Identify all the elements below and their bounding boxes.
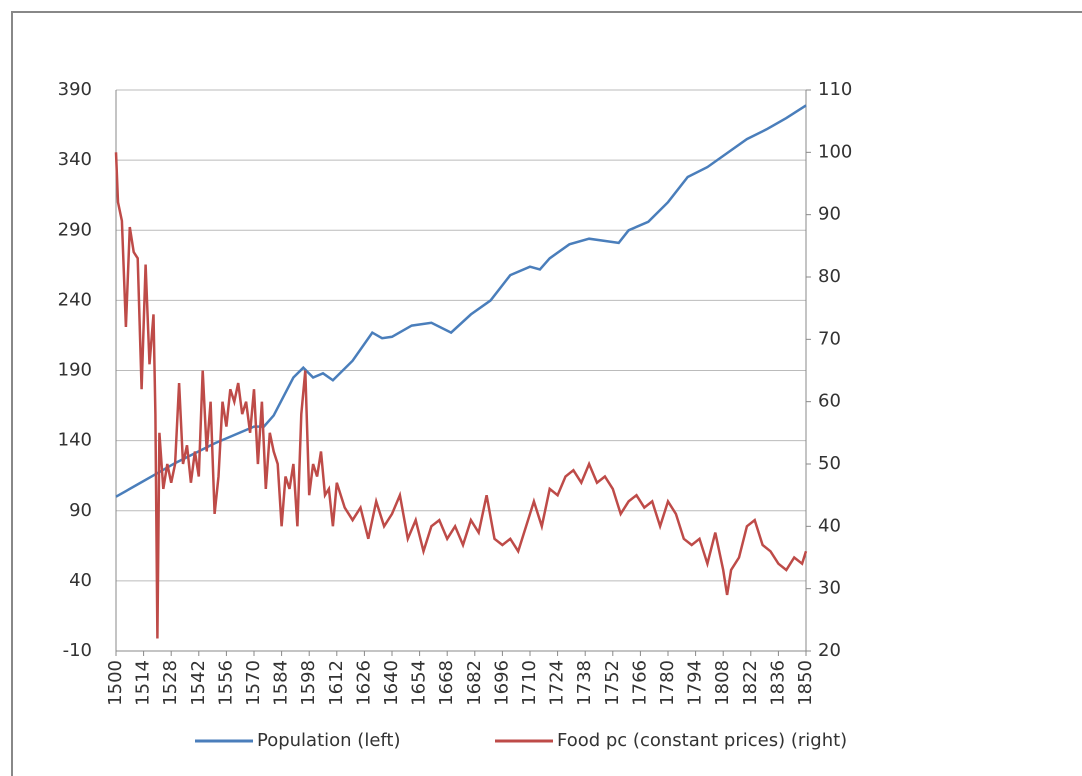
y-tick-label: 40 (69, 570, 92, 591)
y-tick-label: -10 (63, 640, 92, 661)
y2-tick-label: 50 (818, 453, 841, 474)
x-tick-label: 1780 (657, 660, 678, 706)
x-tick-label: 1500 (105, 660, 126, 706)
y-tick-label: 390 (58, 79, 92, 100)
y2-tick-label: 80 (818, 266, 841, 287)
y-tick-label: 90 (69, 500, 92, 521)
x-tick-label: 1612 (326, 660, 347, 706)
y2-tick-label: 30 (818, 578, 841, 599)
x-tick-label: 1738 (574, 660, 595, 706)
x-tick-label: 1542 (188, 660, 209, 706)
x-tick-label: 1752 (602, 660, 623, 706)
x-tick-label: 1528 (160, 660, 181, 706)
y2-tick-label: 20 (818, 640, 841, 661)
x-tick-label: 1682 (464, 660, 485, 706)
y-tick-label: 340 (58, 149, 92, 170)
x-tick-label: 1822 (740, 660, 761, 706)
x-tick-label: 1724 (547, 660, 568, 706)
series-line (114, 152, 808, 639)
y-tick-label: 290 (58, 219, 92, 240)
y-tick-label: 190 (58, 360, 92, 381)
chart-frame (11, 11, 1082, 776)
y2-tick-label: 110 (818, 79, 852, 100)
x-tick-label: 1850 (795, 660, 816, 706)
y-tick-label: 240 (58, 289, 92, 310)
x-tick-label: 1654 (409, 660, 430, 706)
y2-tick-label: 70 (818, 328, 841, 349)
y2-tick-label: 100 (818, 141, 852, 162)
x-tick-label: 1808 (712, 660, 733, 706)
x-tick-label: 1794 (685, 660, 706, 706)
x-tick-label: 1584 (271, 660, 292, 706)
x-tick-label: 1514 (133, 660, 154, 706)
legend-label: Food pc (constant prices) (right) (557, 730, 847, 751)
x-tick-label: 1626 (353, 660, 374, 706)
x-tick-label: 1766 (629, 660, 650, 706)
x-tick-label: 1556 (215, 660, 236, 706)
y2-tick-label: 40 (818, 515, 841, 536)
x-tick-label: 1696 (491, 660, 512, 706)
y2-tick-label: 90 (818, 204, 841, 225)
y-tick-label: 140 (58, 430, 92, 451)
x-tick-label: 1570 (243, 660, 264, 706)
y2-tick-label: 60 (818, 391, 841, 412)
x-tick-label: 1836 (767, 660, 788, 706)
x-tick-label: 1668 (436, 660, 457, 706)
legend-label: Population (left) (257, 730, 401, 751)
x-tick-label: 1598 (298, 660, 319, 706)
x-tick-label: 1640 (381, 660, 402, 706)
x-tick-label: 1710 (519, 660, 540, 706)
